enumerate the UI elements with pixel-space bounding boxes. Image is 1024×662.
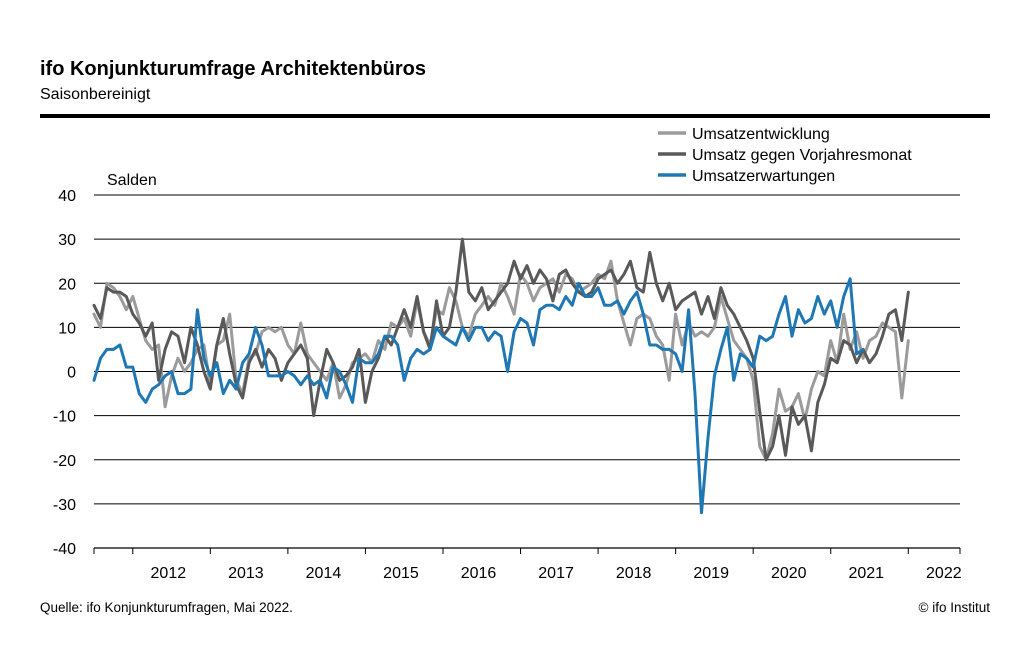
- y-tick-label: 30: [58, 232, 76, 249]
- chart-subtitle: Saisonbereinigt: [40, 86, 151, 103]
- chart-title: ifo Konjunkturumfrage Architektenbüros: [40, 58, 426, 80]
- title-rule: [40, 114, 990, 118]
- grid-lines: [94, 194, 960, 549]
- y-tick-label: -10: [53, 409, 76, 426]
- y-tick-label: 40: [58, 188, 76, 205]
- x-tick-label: 2012: [151, 565, 187, 582]
- x-tick-label: 2015: [383, 565, 419, 582]
- x-tick-label: 2021: [848, 565, 884, 582]
- y-tick-label: 20: [58, 276, 76, 293]
- y-tick-label: -30: [53, 497, 76, 514]
- series-line-umsatz-gegen-vorjahresmonat: [92, 237, 910, 462]
- y-tick-label: 0: [67, 365, 76, 382]
- y-tick-label: 10: [58, 320, 76, 337]
- x-tick-label: 2022: [926, 565, 962, 582]
- series-lines: [92, 237, 910, 515]
- x-axis: 2012 2013 2014 2015 2016 2017 2018 2019 2020 2021…: [93, 547, 962, 582]
- legend-label: Umsatzentwicklung: [692, 126, 830, 143]
- y-axis-label: Salden: [107, 172, 157, 189]
- x-tick-label: 2016: [461, 565, 497, 582]
- y-axis-ticks: 40 30 20 10 0 -10 -20 -30 -40: [53, 188, 76, 558]
- series-line-umsatzentwicklung: [92, 259, 910, 462]
- x-tick-label: 2013: [228, 565, 264, 582]
- y-tick-label: -20: [53, 453, 76, 470]
- copyright-note: © ifo Institut: [918, 600, 990, 615]
- x-tick-label: 2017: [538, 565, 574, 582]
- x-tick-label: 2020: [771, 565, 807, 582]
- y-tick-label: -40: [53, 541, 76, 558]
- legend-label: Umsatz gegen Vorjahresmonat: [692, 147, 912, 164]
- x-tick-label: 2014: [306, 565, 342, 582]
- source-note: Quelle: ifo Konjunkturumfragen, Mai 2022…: [40, 600, 293, 615]
- series-line-umsatzerwartungen: [92, 277, 865, 515]
- legend-label: Umsatzerwartungen: [692, 168, 835, 185]
- x-tick-label: 2018: [616, 565, 652, 582]
- x-tick-label: 2019: [693, 565, 729, 582]
- legend: Umsatzentwicklung Umsatz gegen Vorjahresm…: [658, 126, 912, 185]
